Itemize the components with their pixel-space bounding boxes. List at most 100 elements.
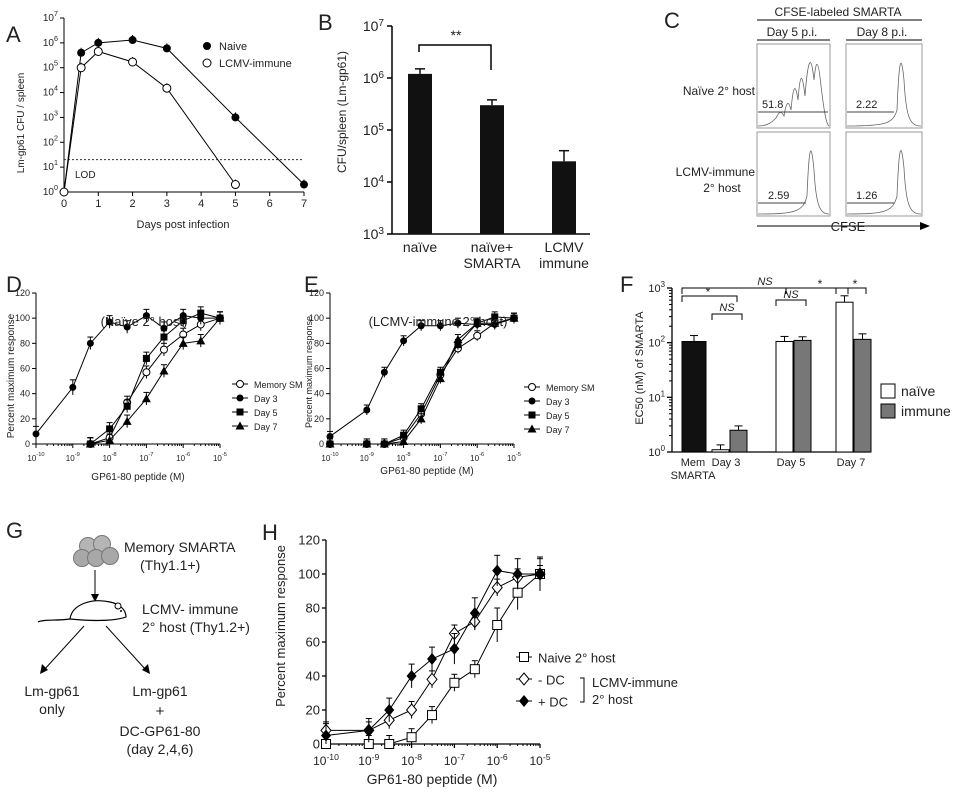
panel-a-series-line-immune	[63, 50, 236, 193]
panel-e-ytick-label: 60	[314, 364, 324, 374]
panel-f-cat-day3: Day 3	[712, 457, 741, 469]
panel-e-point	[509, 313, 519, 322]
panel-e-ytick-label: 40	[314, 389, 324, 399]
panel-d-ytick-label: 100	[15, 313, 30, 323]
panel-h-ylabel: Percent maximum response	[273, 545, 288, 707]
panel-e-point	[436, 368, 444, 376]
panel-c-hist-trace-1	[757, 62, 830, 127]
panel-a-ylabel: Lm-gp61 CFU / spleen	[16, 73, 27, 174]
panel-e-xtick-label: 10-5	[507, 452, 521, 463]
panel-e-marks	[325, 311, 519, 448]
panel-d-ytick-label: 60	[20, 364, 30, 374]
panel-h-series-line	[325, 570, 540, 736]
panel-c-row-label-immune: LCMV-immune	[676, 165, 756, 179]
panel-f-sig-ns-day3: NS	[719, 302, 735, 314]
panel-e-axes: 0 20 40 60 80 100 120 10-10 10-9 10-8 10-7 10-6 10-5	[309, 288, 521, 463]
panel-h-point	[512, 568, 523, 580]
panel-a-legend-marker-naive	[203, 42, 211, 50]
panel-c-hist-box-1	[756, 43, 831, 129]
panel-d-point	[142, 354, 150, 362]
panel-e-point	[417, 405, 425, 413]
panel-d-point	[196, 336, 206, 345]
panel-e-legend-label: Memory SM	[546, 383, 595, 393]
panel-f-bracket-star-3	[835, 287, 867, 294]
panel-e-point	[490, 318, 500, 327]
panel-c-row-label-naive: Naïve 2° host	[683, 84, 756, 98]
panel-d-point	[86, 339, 94, 347]
panel-f-bar	[793, 339, 812, 453]
panel-letter-d: D	[6, 272, 22, 297]
panel-h-ytick-label: 0	[313, 736, 320, 751]
panel-h-legend-marker	[518, 672, 530, 686]
panel-e-legend-marker	[528, 383, 536, 391]
panel-e-point	[453, 335, 463, 344]
panel-e-series-line	[330, 317, 515, 445]
panel-d-legend: Memory SM Day 3 Day 5 Day 7	[232, 380, 303, 432]
panel-d-point	[159, 366, 169, 375]
panel-e-series-line	[329, 317, 515, 437]
panel-h-point	[449, 642, 460, 655]
panel-d-point	[142, 312, 150, 320]
panel-d-point	[159, 345, 168, 354]
panel-c-value-2: 2.22	[856, 99, 877, 111]
panel-b-category-label: naïve	[403, 239, 437, 255]
panel-d-legend-marker	[235, 421, 245, 430]
panel-f-legend-swatch-naive	[880, 383, 896, 399]
panel-e-point	[473, 331, 482, 340]
panel-c-hist-trace-4	[846, 150, 922, 215]
panel-d-point	[69, 383, 77, 391]
panel-d-xtick-label: 10-8	[103, 452, 117, 463]
panel-e-xlabel: GP61-80 peptide (M)	[380, 466, 473, 477]
panel-b-category-label: LCMV	[545, 239, 585, 255]
panel-f: 100 101 102 103 EC50 (nM) of SMARTA Mem SMA…	[634, 276, 951, 482]
panel-g-plus: +	[156, 703, 165, 720]
panel-d-xtick-label: 10-5	[213, 452, 227, 463]
panel-f-bar	[853, 338, 872, 453]
panel-e-ytick-label: 120	[309, 288, 324, 298]
panel-h-bracket-label-1: LCMV-immune	[592, 675, 678, 690]
panel-a-point	[77, 48, 86, 57]
panel-a: 100 101 102 103 104 105 106 107 0 1 2 3 4 5 6 7 Lm-gp61…	[16, 9, 308, 231]
panel-c-hist-box-3	[756, 131, 831, 217]
panel-f-cat-day7: Day 7	[837, 457, 866, 469]
panel-a-ytick-label: 104	[43, 84, 58, 99]
panel-d-ylabel: Percent maximum response	[6, 313, 17, 438]
panel-a-ytick-label: 105	[43, 59, 58, 74]
panel-h-point	[406, 732, 417, 743]
panel-c-value-4: 1.26	[856, 190, 877, 202]
panel-f-ytick-label: 101	[648, 389, 665, 404]
panel-f-sig-star-2: *	[818, 277, 823, 291]
panel-d-point	[141, 394, 151, 403]
panel-h-marks	[320, 554, 546, 749]
panel-f-sig-ns-top: NS	[757, 276, 773, 288]
panel-e-series-line	[330, 317, 515, 445]
panel-d-legend-label: Day 3	[254, 394, 278, 404]
panel-g-right-label-1: Lm-gp61	[132, 683, 187, 699]
panel-b-ytick-label: 103	[363, 226, 385, 242]
panel-h-point	[427, 710, 438, 721]
panel-e-xtick-label: 10-10	[321, 452, 338, 463]
panel-f-bar	[681, 341, 707, 453]
panel-e-ytick-label: 20	[314, 414, 324, 424]
panel-e-point	[325, 439, 335, 448]
panel-c-cfse-arrowhead	[920, 222, 930, 230]
panel-e: 0 20 40 60 80 100 120 10-10 10-9 10-8 10-7 10-6 10-5…	[304, 288, 595, 477]
panel-a-ytick-label: 107	[43, 9, 58, 24]
panel-c-col-label-day8: Day 8 p.i.	[857, 25, 908, 39]
panel-d-point	[178, 338, 188, 347]
panel-f-bar	[729, 429, 748, 453]
panel-h-series-line	[326, 573, 541, 745]
panel-e-point	[326, 432, 334, 440]
panel-h-xtick-label: 10-7	[444, 752, 465, 768]
panel-h-point	[469, 607, 480, 620]
panel-f-bar	[711, 449, 730, 453]
panel-b-bar	[408, 73, 432, 235]
panel-d-legend-label: Memory SM	[254, 380, 303, 390]
panel-e-point	[491, 313, 499, 321]
panel-a-legend-immune: LCMV-immune	[219, 58, 292, 70]
panel-c-xlabel: CFSE	[831, 219, 866, 234]
panel-e-legend-marker	[528, 397, 536, 405]
panel-b-category-label: naïve+	[471, 239, 513, 255]
panel-d-point	[179, 317, 187, 325]
panel-e-ytick-label: 0	[319, 439, 324, 449]
